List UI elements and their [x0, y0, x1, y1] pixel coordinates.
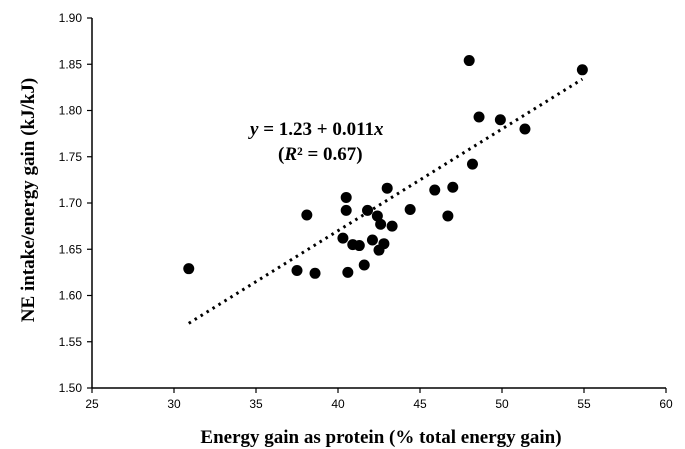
data-point [466, 158, 478, 170]
data-point [404, 203, 416, 215]
y-tick-label: 1.85 [59, 57, 83, 71]
data-point [519, 123, 531, 135]
data-point [362, 204, 374, 216]
data-point [386, 220, 398, 232]
y-tick-label: 1.70 [59, 196, 83, 210]
data-point [301, 209, 313, 221]
y-tick-label: 1.60 [59, 289, 83, 303]
data-point [442, 210, 454, 222]
r-squared-annotation: (R² = 0.67) [278, 144, 363, 165]
data-point [463, 55, 475, 67]
data-point [576, 64, 588, 76]
trendline-group [187, 77, 584, 325]
data-point [183, 263, 195, 275]
data-point [473, 111, 485, 123]
data-point [291, 265, 303, 277]
data-point [371, 210, 383, 222]
data-point [353, 240, 365, 252]
r2-open: ( [278, 144, 284, 165]
data-point [340, 204, 352, 216]
data-point [381, 182, 393, 194]
x-tick-label: 45 [413, 397, 427, 411]
data-point [494, 114, 506, 126]
data-point [358, 259, 370, 271]
y-tick-label: 1.50 [59, 381, 83, 395]
data-point [447, 181, 459, 193]
x-tick-label: 55 [577, 397, 591, 411]
data-point [429, 184, 441, 196]
r2-var: R [283, 144, 297, 165]
y-tick-label: 1.65 [59, 242, 83, 256]
data-point [340, 191, 352, 203]
equation-annotation: y = 1.23 + 0.011x [248, 119, 384, 140]
x-tick-label: 25 [85, 397, 99, 411]
x-axis-title: Energy gain as protein (% total energy g… [200, 427, 561, 448]
y-tick-label: 1.80 [59, 104, 83, 118]
r2-rest: ² = 0.67) [297, 144, 363, 165]
trendline [187, 77, 584, 325]
x-tick-label: 35 [249, 397, 263, 411]
x-tick-label: 30 [167, 397, 181, 411]
data-points [183, 55, 588, 279]
y-tick-label: 1.75 [59, 150, 83, 164]
data-point [309, 267, 321, 279]
data-point [375, 218, 387, 230]
y-tick-label: 1.90 [59, 11, 83, 25]
equation-x-var: x [373, 119, 384, 140]
data-point [378, 238, 390, 250]
data-point [342, 266, 354, 278]
x-tick-label: 50 [495, 397, 509, 411]
equation-y-var: y [248, 119, 259, 140]
x-tick-label: 40 [331, 397, 345, 411]
data-point [337, 232, 349, 244]
x-tick-label: 60 [659, 397, 673, 411]
equation-body: = 1.23 + 0.011 [258, 119, 374, 140]
y-tick-label: 1.55 [59, 335, 83, 349]
y-ticks: 1.50 1.55 1.60 1.65 1.70 1.75 1.80 1.85 1.90 [59, 11, 92, 395]
y-axis-title: NE intake/energy gain (kJ/kJ) [18, 78, 39, 322]
data-point [366, 234, 378, 246]
x-ticks: 25 30 35 40 45 50 55 60 [85, 388, 673, 411]
